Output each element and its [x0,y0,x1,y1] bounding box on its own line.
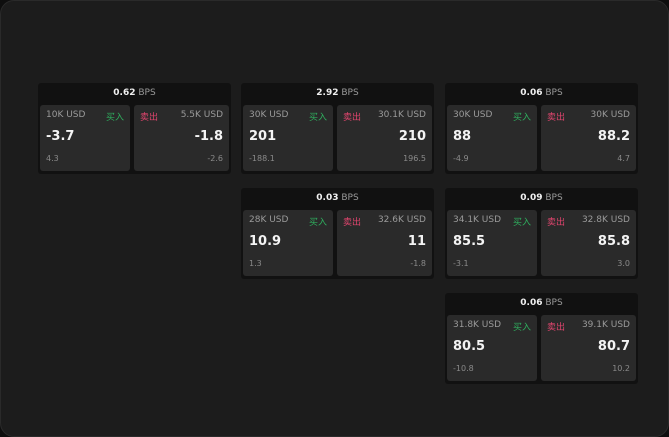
sell-button[interactable]: 卖出 5.5K USD -1.8 -2.6 [134,105,229,171]
bid-price: 80.5 [453,339,486,354]
spread-unit: BPS [341,193,359,203]
buy-button[interactable]: 10K USD 买入 -3.7 4.3 [40,105,130,171]
spread-value: 0.06 [520,298,543,308]
sell-button[interactable]: 卖出 39.1K USD 80.7 10.2 [541,315,636,381]
ask-change: -2.6 [207,154,223,163]
bid-price: -3.7 [46,129,75,144]
spread-header: 0.06 BPS [445,293,638,314]
spread-unit: BPS [545,193,563,203]
buy-label: 买入 [308,113,327,123]
spread-unit: BPS [545,298,563,308]
bid-change: 4.3 [46,154,59,163]
bid-price: 10.9 [249,234,282,249]
spread-header: 0.62 BPS [38,83,231,104]
buy-label: 买入 [308,218,327,228]
bid-size: 30K USD [453,110,493,120]
quote-card: 0.62 BPS 10K USD 买入 -3.7 4.3 卖出 5.5K USD -… [38,83,231,174]
spread-unit: BPS [138,88,156,98]
buy-label: 买入 [512,323,531,333]
spread-header: 0.06 BPS [445,83,638,104]
ask-price: 80.7 [597,339,630,354]
buy-label: 买入 [512,218,531,228]
ask-change: -1.8 [410,259,426,268]
buy-button[interactable]: 30K USD 买入 88 -4.9 [447,105,537,171]
ask-size: 30K USD [590,110,630,120]
ask-price: 85.8 [597,234,630,249]
spread-value: 2.92 [316,88,339,98]
ask-change: 10.2 [612,364,630,373]
bid-change: 1.3 [249,259,262,268]
bid-size: 30K USD [249,110,289,120]
bid-price: 88 [453,129,472,144]
ask-price: 88.2 [597,129,630,144]
ask-change: 3.0 [617,259,630,268]
sell-button[interactable]: 卖出 32.6K USD 11 -1.8 [337,210,432,276]
quote-card: 0.06 BPS 30K USD 买入 88 -4.9 卖出 30K USD 88.… [445,83,638,174]
sell-label: 卖出 [343,218,362,228]
bid-price: 201 [249,129,277,144]
ask-size: 5.5K USD [180,110,223,120]
ask-size: 32.8K USD [581,215,630,225]
quote-card: 0.09 BPS 34.1K USD 买入 85.5 -3.1 卖出 32.8K U… [445,188,638,279]
spread-value: 0.09 [520,193,543,203]
spread-value: 0.03 [316,193,339,203]
bid-change: -188.1 [249,154,275,163]
sell-button[interactable]: 卖出 30K USD 88.2 4.7 [541,105,636,171]
bid-change: -3.1 [453,259,469,268]
buy-button[interactable]: 28K USD 买入 10.9 1.3 [243,210,333,276]
spread-header: 0.09 BPS [445,188,638,209]
spread-unit: BPS [341,88,359,98]
spread-header: 0.03 BPS [241,188,434,209]
ask-price: -1.8 [194,129,223,144]
ask-change: 4.7 [617,154,630,163]
quote-card: 0.03 BPS 28K USD 买入 10.9 1.3 卖出 32.6K USD … [241,188,434,279]
bid-change: -10.8 [453,364,474,373]
ask-price: 210 [398,129,426,144]
sell-label: 卖出 [343,113,362,123]
bid-size: 31.8K USD [453,320,502,330]
sell-button[interactable]: 卖出 32.8K USD 85.8 3.0 [541,210,636,276]
quote-card: 2.92 BPS 30K USD 买入 201 -188.1 卖出 30.1K US… [241,83,434,174]
bid-price: 85.5 [453,234,486,249]
buy-label: 买入 [512,113,531,123]
sell-label: 卖出 [547,323,566,333]
buy-label: 买入 [105,113,124,123]
bid-change: -4.9 [453,154,469,163]
ask-size: 32.6K USD [377,215,426,225]
ask-size: 30.1K USD [377,110,426,120]
ask-change: 196.5 [403,154,426,163]
sell-button[interactable]: 卖出 30.1K USD 210 196.5 [337,105,432,171]
spread-value: 0.62 [113,88,136,98]
ask-price: 11 [407,234,426,249]
bid-size: 10K USD [46,110,86,120]
spread-header: 2.92 BPS [241,83,434,104]
buy-button[interactable]: 30K USD 买入 201 -188.1 [243,105,333,171]
sell-label: 卖出 [547,218,566,228]
sell-label: 卖出 [140,113,159,123]
buy-button[interactable]: 34.1K USD 买入 85.5 -3.1 [447,210,537,276]
sell-label: 卖出 [547,113,566,123]
spread-unit: BPS [545,88,563,98]
buy-button[interactable]: 31.8K USD 买入 80.5 -10.8 [447,315,537,381]
spread-value: 0.06 [520,88,543,98]
bid-size: 34.1K USD [453,215,502,225]
quote-card: 0.06 BPS 31.8K USD 买入 80.5 -10.8 卖出 39.1K … [445,293,638,384]
bid-size: 28K USD [249,215,289,225]
ask-size: 39.1K USD [581,320,630,330]
